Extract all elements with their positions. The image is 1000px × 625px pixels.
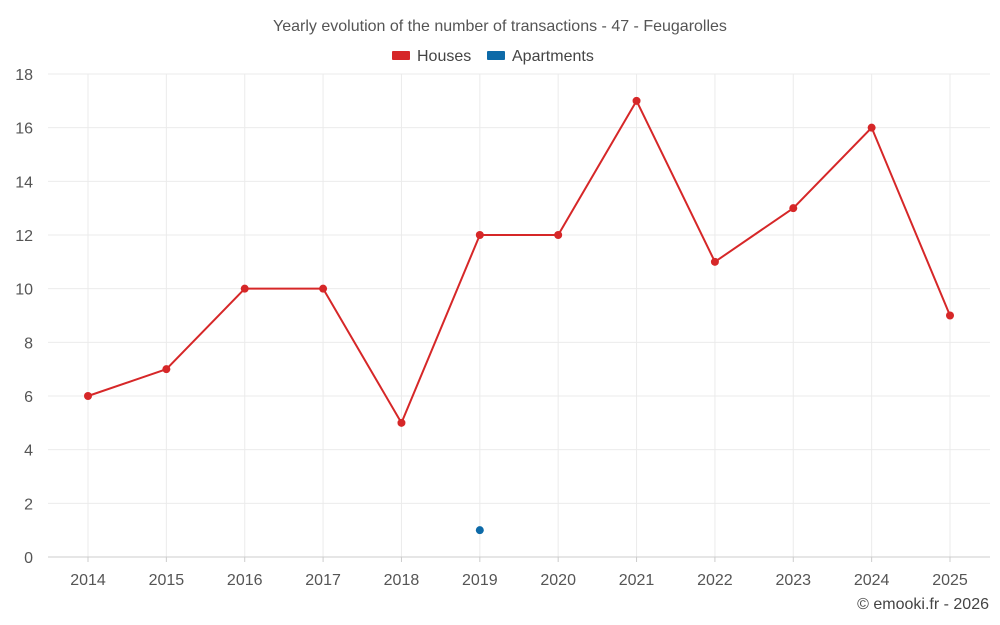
x-axis-ticks: 2014 2015 2016 2017 2018 2019 2020 2021 2022 2023…	[70, 557, 968, 589]
legend-label-apartments: Apartments	[512, 48, 594, 65]
data-point-houses-2019[interactable]	[475, 231, 484, 239]
x-tick-label-2014: 2014	[70, 572, 106, 589]
x-tick-label-2019: 2019	[462, 572, 498, 589]
x-tick-label-2015: 2015	[149, 572, 185, 589]
series-line-houses	[87, 99, 951, 424]
data-point-houses-2018[interactable]	[397, 418, 406, 427]
legend-swatch-houses	[392, 51, 410, 60]
x-tick-label-2020: 2020	[540, 572, 576, 589]
credit-text: © emooki.fr - 2026	[857, 596, 989, 613]
x-tick-label-2024: 2024	[854, 572, 890, 589]
y-tick-label-18: 18	[15, 67, 33, 84]
chart-title: Yearly evolution of the number of transa…	[273, 18, 727, 35]
data-point-houses-2015[interactable]	[162, 365, 171, 374]
data-point-houses-2016[interactable]	[240, 284, 249, 293]
legend-item-apartments[interactable]: Apartments	[487, 48, 594, 65]
y-tick-label-16: 16	[15, 121, 33, 138]
x-tick-label-2025: 2025	[932, 572, 968, 589]
y-tick-label-12: 12	[15, 228, 33, 245]
x-tick-label-2023: 2023	[775, 572, 811, 589]
data-point-houses-2021[interactable]	[632, 96, 641, 105]
data-point-houses-2020[interactable]	[554, 231, 563, 239]
legend-item-houses[interactable]: Houses	[392, 48, 471, 65]
data-point-houses-2022[interactable]	[710, 257, 719, 266]
x-tick-label-2016: 2016	[227, 572, 263, 589]
x-tick-label-2018: 2018	[384, 572, 420, 589]
y-tick-label-14: 14	[15, 174, 33, 191]
y-tick-label-8: 8	[24, 335, 33, 352]
x-tick-label-2021: 2021	[619, 572, 655, 589]
y-tick-label-10: 10	[15, 282, 33, 299]
y-tick-label-0: 0	[24, 550, 33, 567]
data-point-houses-2025[interactable]	[946, 311, 954, 320]
data-point-houses-2024[interactable]	[867, 123, 876, 132]
legend: Houses Apartments	[392, 48, 594, 65]
y-tick-label-4: 4	[24, 443, 33, 460]
legend-swatch-apartments	[487, 51, 505, 60]
data-point-apartments-2019[interactable]	[475, 526, 484, 535]
x-tick-label-2022: 2022	[697, 572, 733, 589]
y-tick-label-2: 2	[24, 496, 33, 513]
x-tick-label-2017: 2017	[305, 572, 341, 589]
series-layer	[84, 96, 954, 535]
legend-label-houses: Houses	[417, 48, 471, 65]
data-point-houses-2014[interactable]	[84, 392, 92, 400]
y-axis-ticks: 0 2 4 6 8 10 12 14 16 18	[15, 67, 33, 567]
data-point-houses-2017[interactable]	[319, 284, 328, 293]
y-tick-label-6: 6	[24, 389, 33, 406]
data-point-houses-2023[interactable]	[789, 204, 798, 213]
grid	[48, 73, 990, 558]
